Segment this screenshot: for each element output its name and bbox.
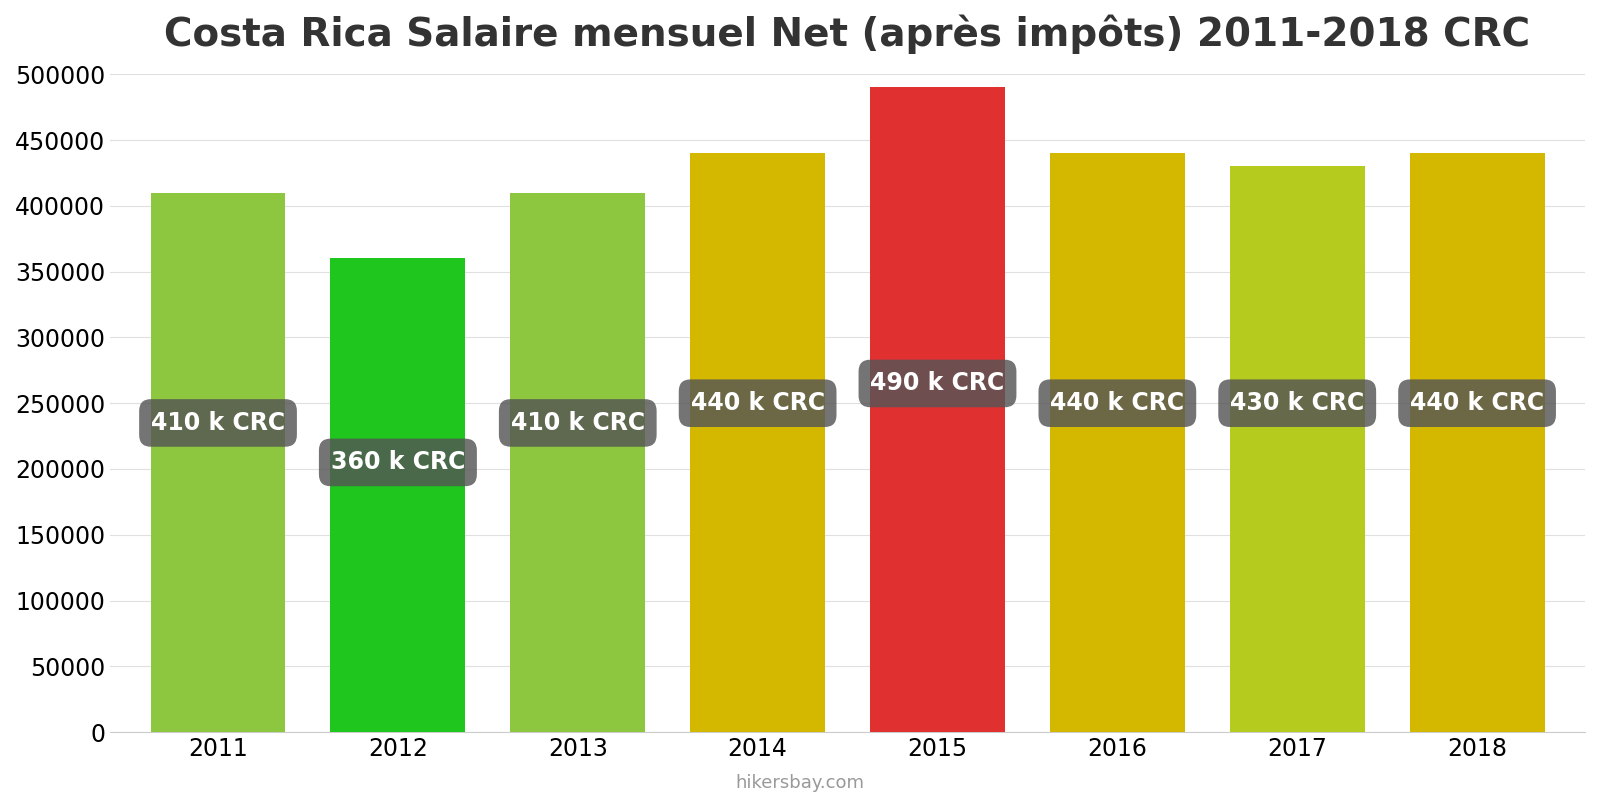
Title: Costa Rica Salaire mensuel Net (après impôts) 2011-2018 CRC: Costa Rica Salaire mensuel Net (après im…	[165, 15, 1531, 54]
Bar	[690, 154, 826, 732]
Text: 440 k CRC: 440 k CRC	[691, 391, 824, 415]
Text: 440 k CRC: 440 k CRC	[1050, 391, 1184, 415]
Text: 440 k CRC: 440 k CRC	[1410, 391, 1544, 415]
Text: hikersbay.com: hikersbay.com	[736, 774, 864, 792]
Bar	[510, 193, 645, 732]
Bar	[870, 87, 1005, 732]
Bar	[331, 258, 466, 732]
Bar	[1230, 166, 1365, 732]
Text: 410 k CRC: 410 k CRC	[510, 411, 645, 435]
Text: 360 k CRC: 360 k CRC	[331, 450, 466, 474]
Text: 430 k CRC: 430 k CRC	[1230, 391, 1365, 415]
Bar	[1050, 154, 1186, 732]
Text: 490 k CRC: 490 k CRC	[870, 371, 1005, 395]
Bar	[150, 193, 285, 732]
Text: 410 k CRC: 410 k CRC	[150, 411, 285, 435]
Bar	[1410, 154, 1544, 732]
